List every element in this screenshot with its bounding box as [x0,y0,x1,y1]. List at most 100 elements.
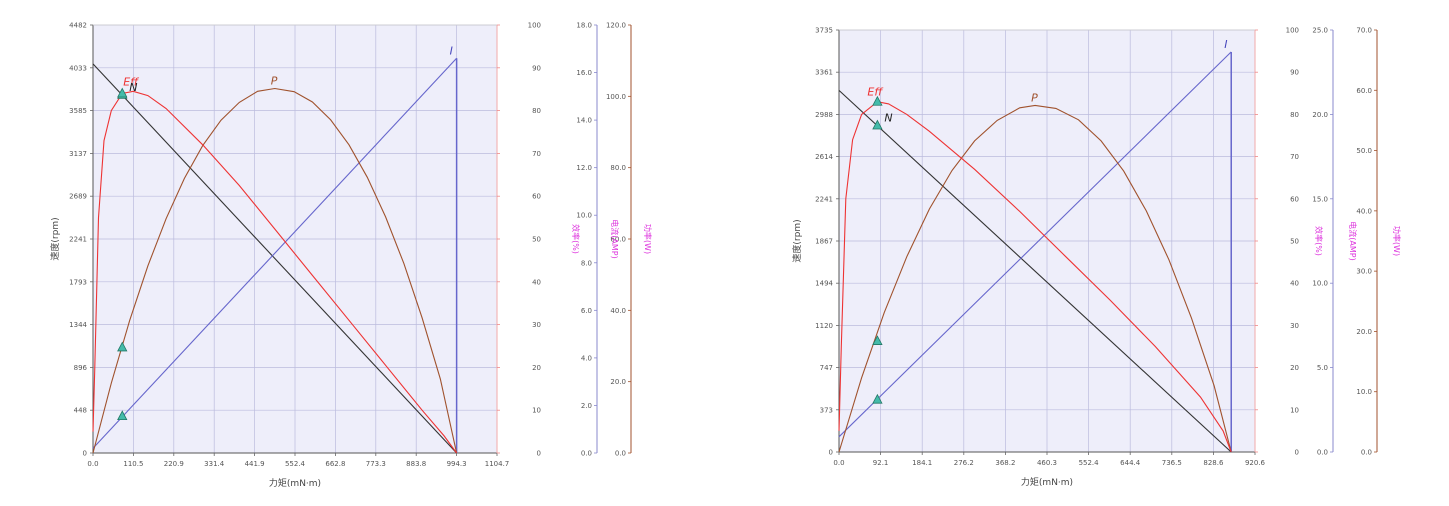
x-tick-label: 552.4 [285,460,306,468]
y-tick-label: 3585 [69,107,87,115]
eff-axis-title: 效率(%) [1314,226,1324,256]
current-tick-label: 16.0 [576,69,592,77]
eff-tick-label: 30 [532,321,541,329]
series-n-line [92,63,458,454]
marker-eff [872,95,883,106]
power-tick-label: 120.0 [606,22,626,30]
series-i-line [92,57,458,449]
eff-tick-label: 50 [1290,238,1299,246]
current-axis-title: 电流(AMP) [610,219,620,258]
curve-label-p: P [271,74,278,87]
series-i-line [838,51,1232,438]
y-tick-label: 2689 [69,193,87,201]
x-tick-label: 220.9 [164,460,184,468]
y-tick-label: 373 [820,406,833,414]
power-tick-label: 60.0 [1356,87,1372,95]
x-tick-label: 883.8 [406,460,426,468]
series-eff-line [92,90,458,454]
eff-tick-label: 0 [537,450,541,458]
curve-label-eff: Eff [123,75,139,88]
power-tick-label: 70.0 [1356,27,1372,35]
eff-tick-label: 20 [532,364,541,372]
power-tick-label: 30.0 [1356,268,1372,276]
eff-tick-label: 100 [528,22,541,30]
curve-label-i: I [450,44,453,57]
x-tick-label: 460.3 [1037,459,1057,467]
current-tick-label: 15.0 [1312,195,1328,203]
current-tick-label: 25.0 [1312,27,1328,35]
x-tick-label: 662.8 [325,460,345,468]
y-axis-title: 速度(rpm) [791,219,803,262]
x-tick-label: 920.6 [1245,459,1266,467]
eff-tick-label: 80 [1290,111,1299,119]
current-tick-label: 5.0 [1317,364,1328,372]
y-tick-label: 3361 [815,69,833,77]
power-tick-label: 10.0 [1356,388,1372,396]
y-tick-label: 2241 [815,195,833,203]
curve-label-i: I [1224,38,1227,51]
chart-2: 0.0 92.1 184.1 276.2 368.2 460.3 552.4 644.4 736… [791,27,1402,489]
y-tick-label: 1344 [69,321,87,329]
eff-tick-label: 20 [1290,364,1299,372]
power-tick-label: 60.0 [610,236,626,244]
y-tick-label: 3735 [815,27,833,35]
y-tick-label: 1494 [815,280,833,288]
eff-tick-label: 80 [532,107,541,115]
current-tick-label: 12.0 [576,164,592,172]
x-tick-label: 773.3 [366,460,386,468]
x-tick-label: 1104.7 [485,460,510,468]
current-tick-label: 8.0 [581,259,592,267]
marker-i [872,393,883,404]
y-tick-label: 1120 [815,322,833,330]
curve-label-eff: Eff [867,86,883,99]
current-tick-label: 6.0 [581,307,592,315]
x-tick-label: 368.2 [995,459,1015,467]
power-tick-label: 80.0 [610,164,626,172]
x-tick-label: 184.1 [912,459,932,467]
eff-tick-label: 10 [1290,406,1299,414]
eff-tick-label: 60 [1290,195,1299,203]
power-tick-label: 40.0 [1356,207,1372,215]
y-tick-label: 2614 [815,153,833,161]
x-tick-label: 92.1 [873,459,889,467]
y-tick-label: 747 [820,364,833,372]
y-tick-label: 1793 [69,278,87,286]
eff-tick-label: 50 [532,236,541,244]
x-tick-label: 994.3 [447,460,467,468]
y-tick-label: 0 [83,450,87,458]
current-tick-label: 0.0 [581,450,592,458]
eff-tick-label: 40 [532,278,541,286]
current-tick-label: 10.0 [1312,280,1328,288]
power-tick-label: 100.0 [606,93,626,101]
x-tick-label: 331.4 [204,460,225,468]
x-axis-title: 力矩(mN·m) [269,477,321,489]
x-tick-label: 644.4 [1120,459,1141,467]
y-tick-label: 1867 [815,238,833,246]
eff-tick-label: 90 [1290,69,1299,77]
curve-label-n: N [129,81,137,94]
y-tick-label: 448 [74,407,87,415]
marker-p [872,335,883,345]
marker-p [117,341,128,352]
chart-1: 0.0 110.5 220.9 331.4 441.9 552.4 662.8 773.3 88… [49,22,653,490]
current-tick-label: 14.0 [576,117,592,125]
marker-n [872,119,883,130]
current-tick-label: 10.0 [576,212,592,220]
current-tick-label: 4.0 [581,354,592,362]
curve-label-n: N [884,111,892,124]
y-tick-label: 2241 [69,236,87,244]
power-tick-label: 20.0 [610,378,626,386]
y-tick-label: 0 [829,449,833,457]
y-axis-title: 速度(rpm) [49,217,61,260]
x-tick-label: 276.2 [954,459,974,467]
x-tick-label: 552.4 [1079,459,1100,467]
power-tick-label: 50.0 [1356,147,1372,155]
y-tick-label: 4033 [69,64,87,72]
eff-tick-label: 70 [1290,153,1299,161]
x-tick-label: 110.5 [123,460,143,468]
series-p-line [838,104,1232,453]
marker-i [117,410,128,421]
x-tick-label: 0.0 [87,460,98,468]
marker-eff [117,87,128,98]
